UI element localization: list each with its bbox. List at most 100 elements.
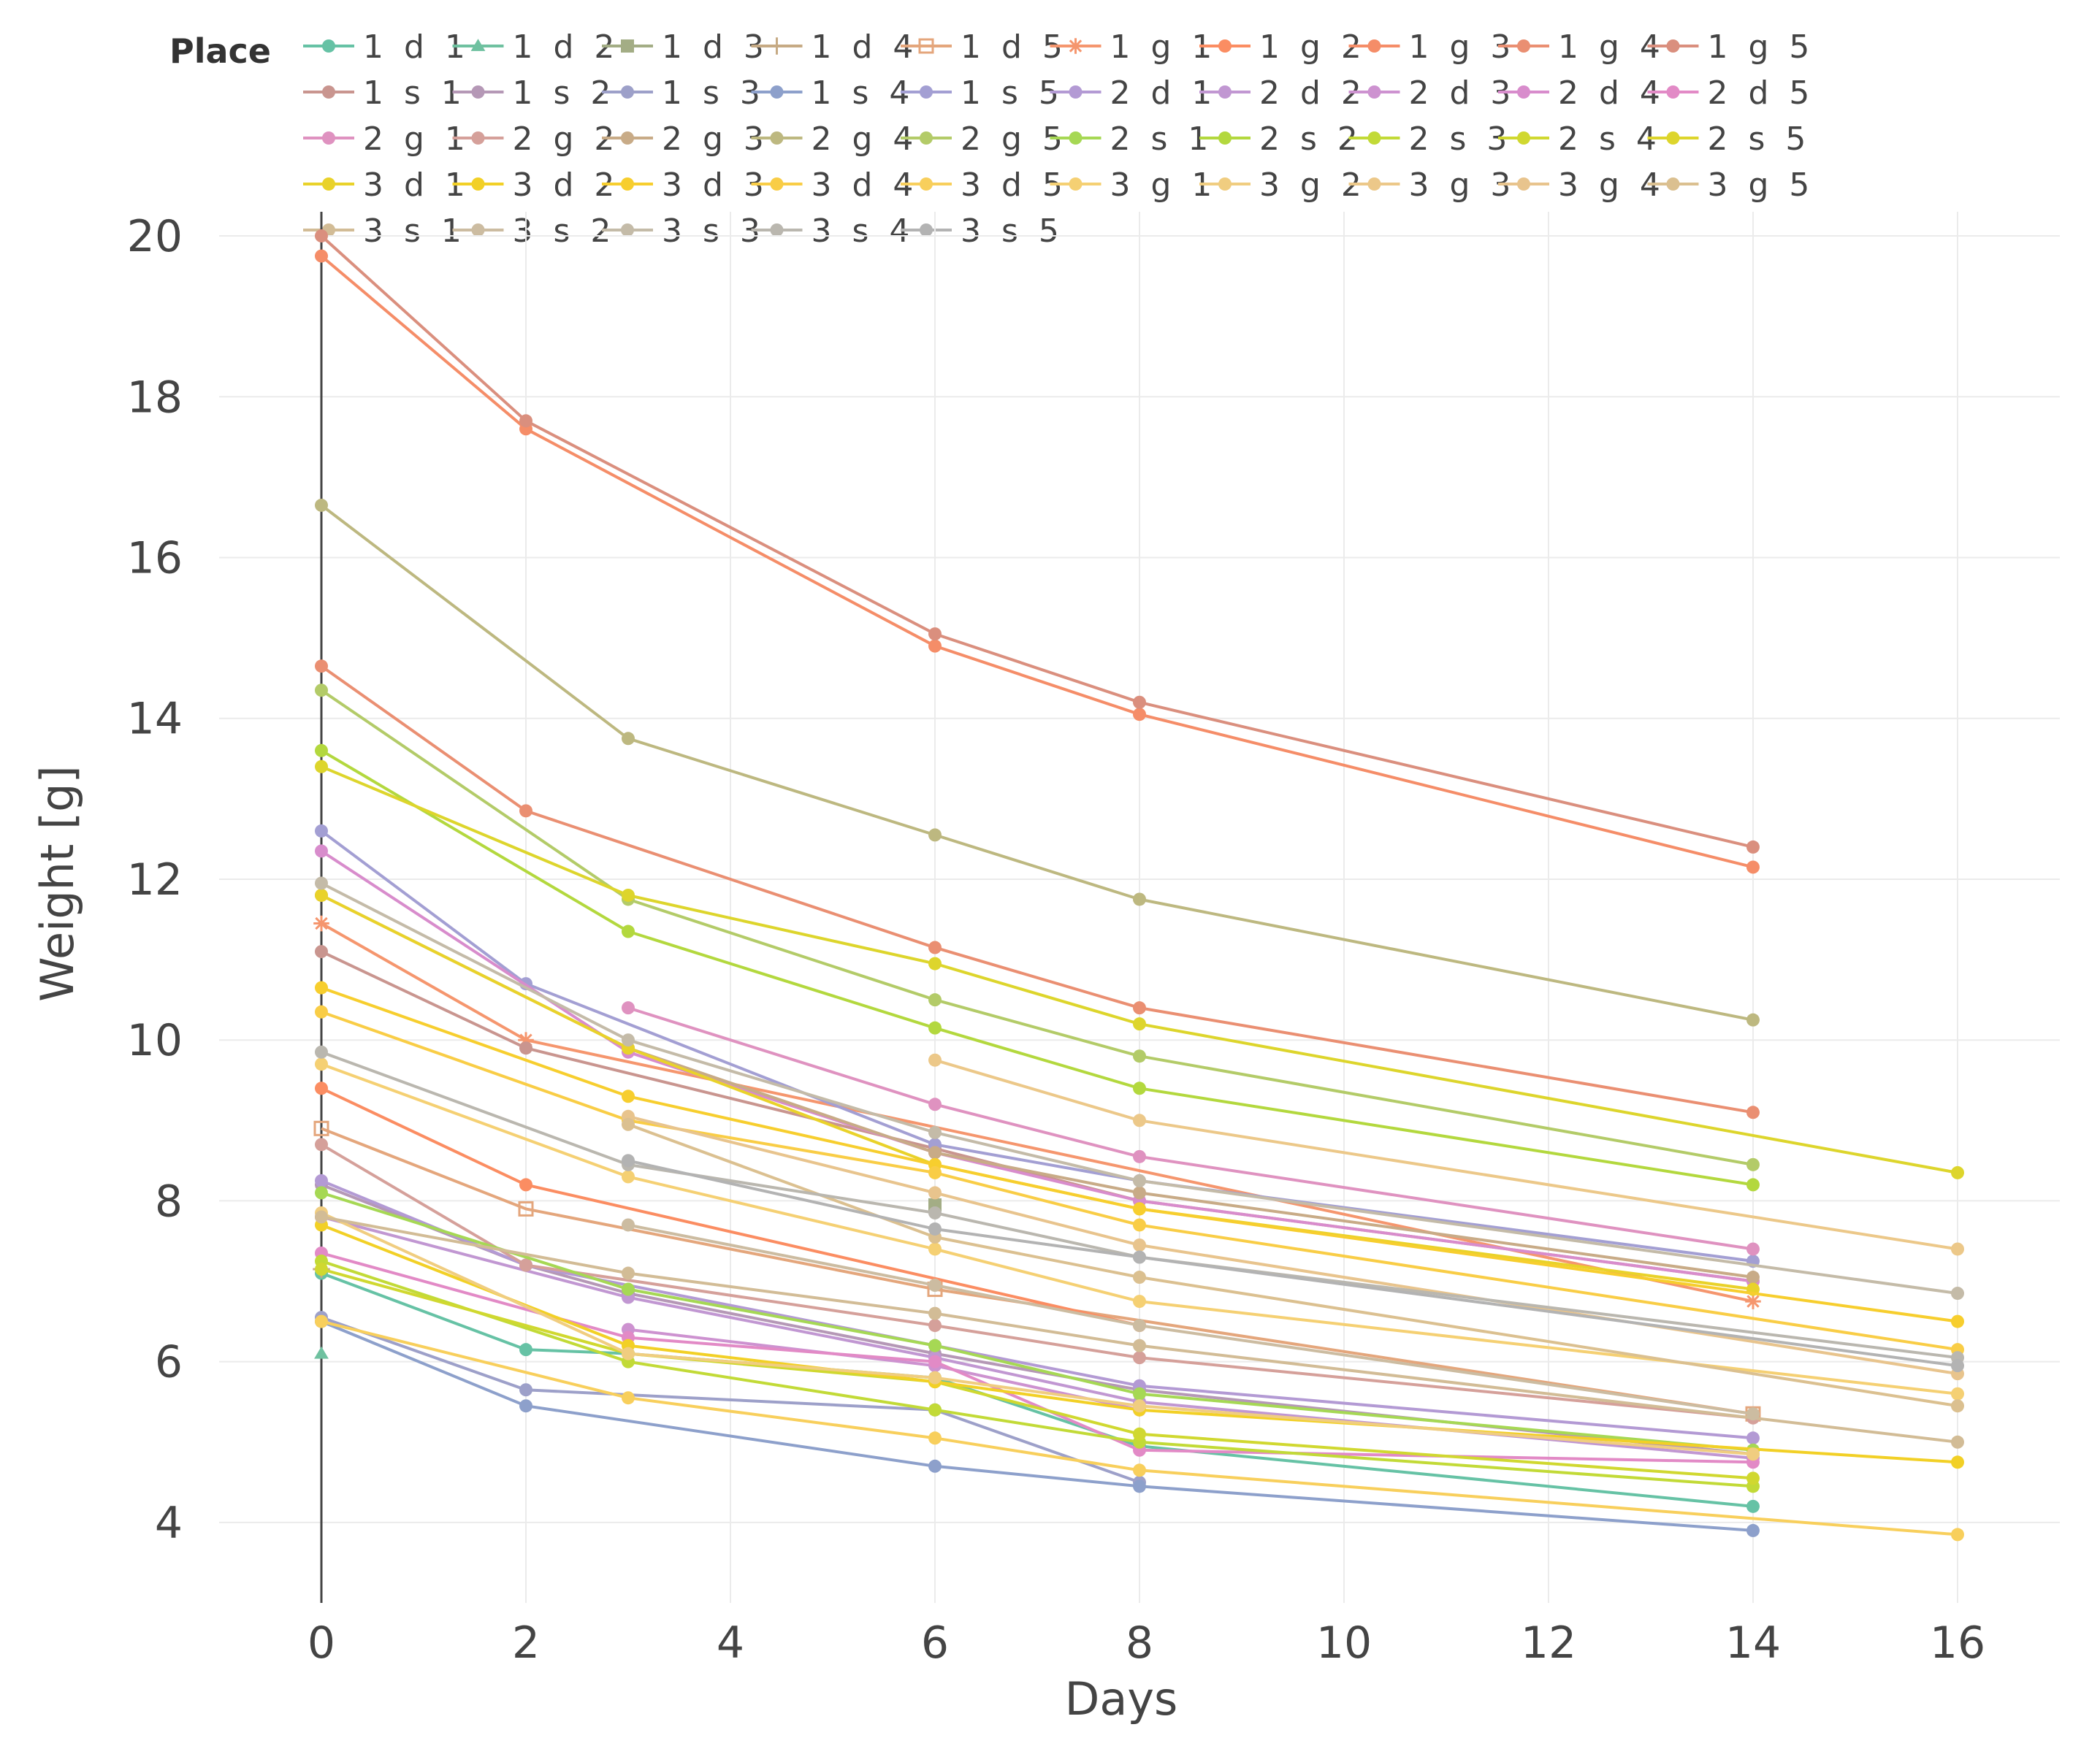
legend-item-3s1[interactable]: 3 s 1 <box>303 213 467 250</box>
legend-item-2d2[interactable]: 2 d 2 <box>1199 74 1367 112</box>
data-point-2g4 <box>1133 892 1146 906</box>
legend-item-2d1[interactable]: 2 d 1 <box>1050 74 1218 112</box>
legend-label: 3 s 1 <box>363 213 467 250</box>
legend-item-1s1[interactable]: 1 s 1 <box>303 74 467 112</box>
legend-item-1s5[interactable]: 1 s 5 <box>901 74 1064 112</box>
data-point-2g4 <box>315 498 328 512</box>
legend-item-3d1[interactable]: 3 d 1 <box>303 166 470 204</box>
legend-item-1g3[interactable]: 1 g 3 <box>1348 28 1516 66</box>
series-2g1 <box>622 1001 1760 1256</box>
legend-item-3g2[interactable]: 3 g 2 <box>1199 166 1367 204</box>
legend-swatch-marker <box>322 131 335 145</box>
legend-swatch-marker <box>1218 177 1232 191</box>
data-point-2g5 <box>1746 1157 1760 1171</box>
legend-label: 3 d 1 <box>363 166 470 204</box>
x-tick-label: 12 <box>1521 1618 1576 1669</box>
series-3g5 <box>622 1117 1964 1413</box>
legend-item-3d5[interactable]: 3 d 5 <box>901 166 1068 204</box>
legend-item-2d3[interactable]: 2 d 3 <box>1348 74 1516 112</box>
legend-item-3d3[interactable]: 3 d 3 <box>602 166 769 204</box>
data-point-3d5 <box>1133 1463 1146 1477</box>
legend-item-2g3[interactable]: 2 g 3 <box>602 120 769 158</box>
data-point-2d1 <box>315 1174 328 1187</box>
data-point-3s2 <box>622 1218 635 1232</box>
data-point-3d2 <box>1951 1455 1964 1469</box>
legend-label: 2 d 5 <box>1708 74 1815 112</box>
legend-swatch-marker <box>1069 177 1083 191</box>
legend-label: 2 s 5 <box>1708 120 1811 158</box>
series-3s5 <box>622 1154 1964 1373</box>
data-point-1g4 <box>519 804 532 818</box>
data-point-2g1 <box>1746 1242 1760 1256</box>
legend-item-3g4[interactable]: 3 g 4 <box>1498 166 1665 204</box>
legend-item-3d2[interactable]: 3 d 2 <box>452 166 620 204</box>
legend-item-2d5[interactable]: 2 d 5 <box>1647 74 1815 112</box>
legend-item-3s5[interactable]: 3 s 5 <box>901 213 1064 250</box>
data-point-1g4 <box>928 941 942 954</box>
legend-label: 2 d 2 <box>1259 74 1367 112</box>
legend-item-1s3[interactable]: 1 s 3 <box>602 74 765 112</box>
legend-label: 3 s 4 <box>812 213 915 250</box>
legend-item-3g1[interactable]: 3 g 1 <box>1050 166 1218 204</box>
legend-label: 3 s 3 <box>662 213 765 250</box>
legend-swatch-marker <box>621 39 634 53</box>
series-3g3 <box>928 1053 1964 1256</box>
legend-item-1g5[interactable]: 1 g 5 <box>1647 28 1815 66</box>
x-tick-label: 0 <box>308 1618 335 1669</box>
legend-label: 2 d 1 <box>1110 74 1218 112</box>
legend-item-1d2[interactable]: 1 d 2 <box>452 28 620 66</box>
legend-item-1d1[interactable]: 1 d 1 <box>303 28 470 66</box>
data-point-2s5 <box>1951 1165 1964 1179</box>
legend-swatch-marker <box>768 37 786 55</box>
legend-label: 2 g 4 <box>812 120 919 158</box>
legend-swatch-marker <box>1517 85 1530 99</box>
legend-item-1s2[interactable]: 1 s 2 <box>452 74 616 112</box>
legend-item-1d3[interactable]: 1 d 3 <box>602 28 769 66</box>
data-point-2s2 <box>1746 1178 1760 1192</box>
data-point-3s1 <box>1133 1339 1146 1352</box>
data-point-3g3 <box>928 1053 942 1067</box>
legend-item-2g5[interactable]: 2 g 5 <box>901 120 1068 158</box>
legend-item-2d4[interactable]: 2 d 4 <box>1498 74 1665 112</box>
legend-item-2g1[interactable]: 2 g 1 <box>303 120 470 158</box>
legend-item-2s3[interactable]: 2 s 3 <box>1348 120 1513 158</box>
data-point-1g2 <box>315 1082 328 1095</box>
legend-item-1g1[interactable]: 1 g 1 <box>1050 28 1218 66</box>
legend-label: 2 s 1 <box>1110 120 1214 158</box>
data-point-2g2 <box>519 1258 532 1272</box>
legend-item-3s4[interactable]: 3 s 4 <box>751 213 915 250</box>
data-point-2s5 <box>315 759 328 773</box>
data-point-3g2 <box>928 1371 942 1385</box>
legend-item-2s4[interactable]: 2 s 4 <box>1498 120 1662 158</box>
legend-item-2s5[interactable]: 2 s 5 <box>1647 120 1811 158</box>
data-point-3g5 <box>1951 1399 1964 1413</box>
legend-item-2g4[interactable]: 2 g 4 <box>751 120 919 158</box>
data-point-2g3 <box>1133 1186 1146 1200</box>
legend-swatch-marker <box>1517 177 1530 191</box>
legend-item-3d4[interactable]: 3 d 4 <box>751 166 919 204</box>
legend-item-1g4[interactable]: 1 g 4 <box>1498 28 1665 66</box>
legend-item-1s4[interactable]: 1 s 4 <box>751 74 915 112</box>
data-point-3g1 <box>315 1057 328 1071</box>
series-3d3 <box>315 981 1964 1328</box>
legend-item-2s2[interactable]: 2 s 2 <box>1199 120 1363 158</box>
legend-swatch-marker <box>621 223 634 237</box>
legend-item-2s1[interactable]: 2 s 1 <box>1050 120 1214 158</box>
legend-label: 1 s 3 <box>662 74 765 112</box>
data-point-3d3 <box>1951 1314 1964 1328</box>
legend-item-3s2[interactable]: 3 s 2 <box>452 213 616 250</box>
legend-item-3g5[interactable]: 3 g 5 <box>1647 166 1815 204</box>
data-point-2s2 <box>315 743 328 757</box>
data-point-3s1 <box>928 1306 942 1320</box>
legend-item-3s3[interactable]: 3 s 3 <box>602 213 765 250</box>
legend-item-2g2[interactable]: 2 g 2 <box>452 120 620 158</box>
legend-item-1d5[interactable]: 1 d 5 <box>901 28 1068 66</box>
legend-label: 2 g 1 <box>363 120 470 158</box>
series-1d2 <box>314 1346 329 1359</box>
data-point-2g5 <box>315 684 328 697</box>
legend-item-3g3[interactable]: 3 g 3 <box>1348 166 1516 204</box>
legend-item-1g2[interactable]: 1 g 2 <box>1199 28 1367 66</box>
data-point-1g2 <box>519 1178 532 1192</box>
legend-item-1d4[interactable]: 1 d 4 <box>751 28 919 66</box>
x-tick-label: 10 <box>1316 1618 1372 1669</box>
